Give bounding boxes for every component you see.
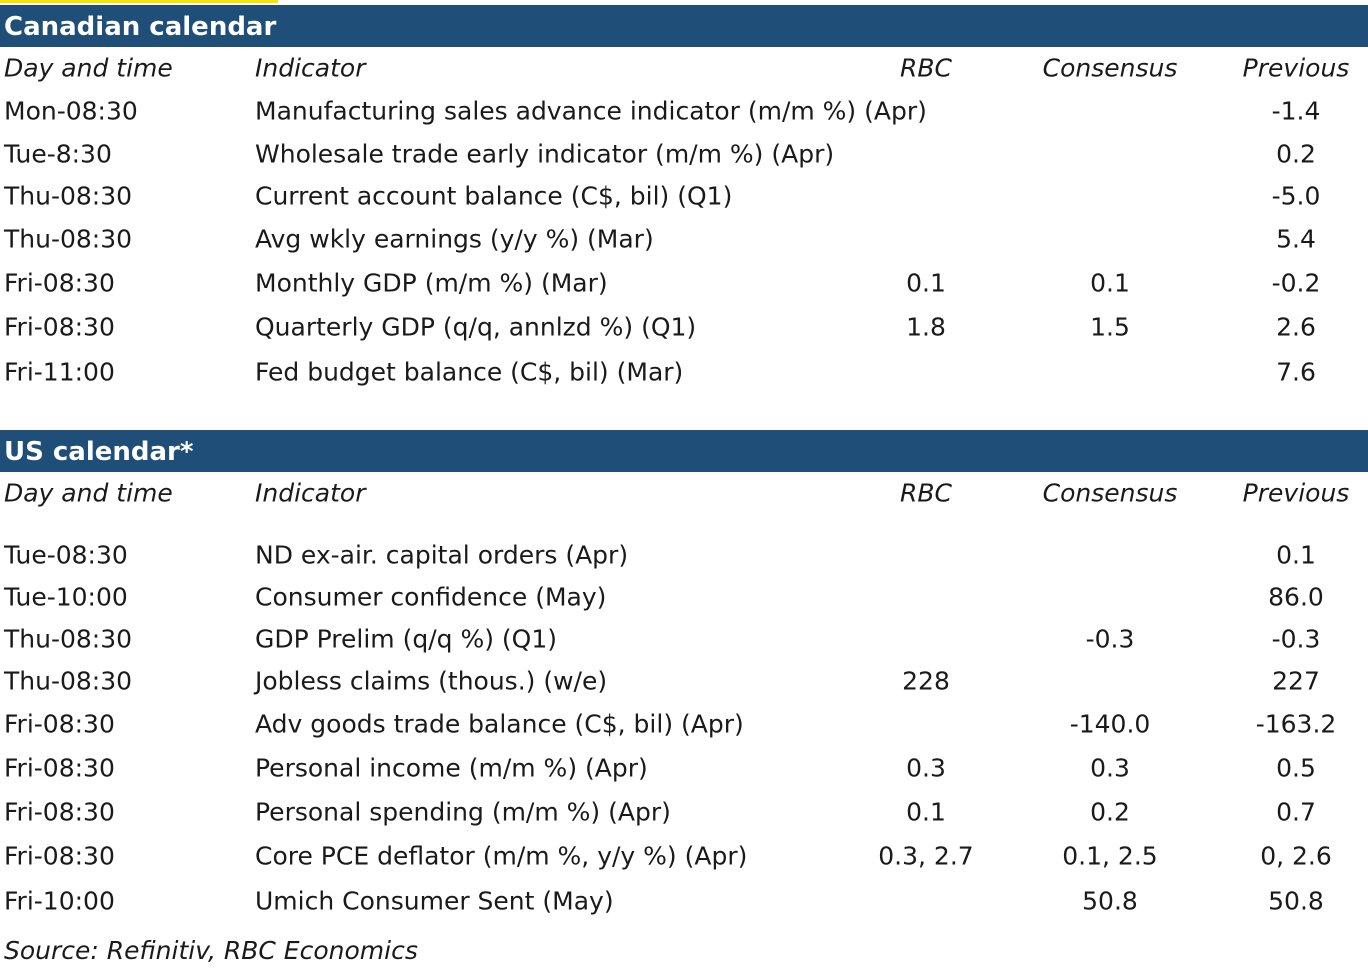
canadian-calendar-section: Canadian calendar Day and time Indicator…: [0, 3, 1368, 395]
day-cell: Fri-10:00: [4, 886, 115, 916]
day-cell: Tue-8:30: [4, 139, 112, 169]
rbc-cell: 1.8: [906, 312, 946, 342]
source-note: Source: Refinitiv, RBC Economics: [4, 936, 418, 965]
table-row: Tue-10:00 Consumer confidence (May) 86.0: [0, 576, 1368, 618]
previous-cell: 0.1: [1276, 540, 1316, 570]
previous-cell: -163.2: [1255, 709, 1337, 739]
header-indicator: Indicator: [255, 478, 366, 508]
day-cell: Fri-08:30: [4, 753, 115, 783]
table-row: Fri-11:00 Fed budget balance (C$, bil) (M…: [0, 349, 1368, 395]
previous-cell: 0.5: [1276, 753, 1316, 783]
canadian-rows: Mon-08:30 Manufacturing sales advance ind…: [0, 89, 1368, 395]
previous-cell: 5.4: [1276, 224, 1316, 254]
day-cell: Fri-08:30: [4, 268, 115, 298]
table-row: Tue-8:30 Wholesale trade early indicator …: [0, 133, 1368, 175]
indicator-cell: Core PCE deflator (m/m %, y/y %) (Apr): [255, 841, 748, 871]
consensus-cell: 0.2: [1090, 797, 1130, 827]
table-row: Fri-08:30 Core PCE deflator (m/m %, y/y %…: [0, 834, 1368, 878]
header-consensus: Consensus: [1042, 53, 1178, 83]
table-row: Fri-08:30 Adv goods trade balance (C$, bi…: [0, 702, 1368, 746]
previous-cell: 50.8: [1268, 886, 1324, 916]
accent-strip: [0, 0, 278, 3]
header-consensus: Consensus: [1042, 478, 1178, 508]
indicator-cell: Jobless claims (thous.) (w/e): [255, 666, 608, 696]
day-cell: Thu-08:30: [4, 181, 133, 211]
day-cell: Mon-08:30: [4, 96, 138, 126]
previous-cell: 0, 2.6: [1260, 841, 1332, 871]
table-row: Fri-08:30 Quarterly GDP (q/q, annlzd %) (…: [0, 305, 1368, 349]
indicator-cell: Quarterly GDP (q/q, annlzd %) (Q1): [255, 312, 697, 342]
canadian-header-row: Day and time Indicator RBC Consensus Pre…: [0, 47, 1368, 89]
consensus-cell: 0.1: [1090, 268, 1130, 298]
table-row: Thu-08:30 Avg wkly earnings (y/y %) (Mar)…: [0, 217, 1368, 261]
table-row: Tue-08:30 ND ex-air. capital orders (Apr)…: [0, 534, 1368, 576]
day-cell: Fri-08:30: [4, 709, 115, 739]
rbc-cell: 0.1: [906, 797, 946, 827]
day-cell: Fri-11:00: [4, 357, 115, 387]
consensus-cell: -0.3: [1085, 624, 1135, 654]
table-row: Thu-08:30 Jobless claims (thous.) (w/e) 22…: [0, 660, 1368, 702]
day-cell: Fri-08:30: [4, 312, 115, 342]
day-cell: Thu-08:30: [4, 224, 133, 254]
us-calendar-section: US calendar* Day and time Indicator RBC …: [0, 428, 1368, 924]
us-header-row: Day and time Indicator RBC Consensus Pre…: [0, 472, 1368, 514]
previous-cell: 227: [1272, 666, 1320, 696]
indicator-cell: Umich Consumer Sent (May): [255, 886, 614, 916]
table-row: Fri-10:00 Umich Consumer Sent (May) 50.8 50…: [0, 878, 1368, 924]
previous-cell: -0.2: [1271, 268, 1321, 298]
consensus-cell: -140.0: [1069, 709, 1151, 739]
us-rows: Tue-08:30 ND ex-air. capital orders (Apr)…: [0, 534, 1368, 924]
previous-cell: 0.7: [1276, 797, 1316, 827]
indicator-cell: Adv goods trade balance (C$, bil) (Apr): [255, 709, 744, 739]
day-cell: Fri-08:30: [4, 841, 115, 871]
rbc-cell: 0.3: [906, 753, 946, 783]
rbc-cell: 228: [902, 666, 950, 696]
header-previous: Previous: [1242, 53, 1350, 83]
indicator-cell: Consumer confidence (May): [255, 582, 607, 612]
indicator-cell: Wholesale trade early indicator (m/m %) …: [255, 139, 835, 169]
previous-cell: -5.0: [1271, 181, 1321, 211]
indicator-cell: Fed budget balance (C$, bil) (Mar): [255, 357, 684, 387]
table-row: Fri-08:30 Personal income (m/m %) (Apr) 0.…: [0, 746, 1368, 790]
consensus-cell: 0.3: [1090, 753, 1130, 783]
indicator-cell: Personal income (m/m %) (Apr): [255, 753, 648, 783]
indicator-cell: ND ex-air. capital orders (Apr): [255, 540, 629, 570]
table-row: Thu-08:30 GDP Prelim (q/q %) (Q1) -0.3 -0.3: [0, 618, 1368, 660]
header-indicator: Indicator: [255, 53, 366, 83]
previous-cell: 86.0: [1268, 582, 1324, 612]
rbc-cell: 0.1: [906, 268, 946, 298]
table-row: Fri-08:30 Personal spending (m/m %) (Apr)…: [0, 790, 1368, 834]
indicator-cell: GDP Prelim (q/q %) (Q1): [255, 624, 557, 654]
previous-cell: 2.6: [1276, 312, 1316, 342]
indicator-cell: Avg wkly earnings (y/y %) (Mar): [255, 224, 654, 254]
previous-cell: -0.3: [1271, 624, 1321, 654]
day-cell: Thu-08:30: [4, 666, 133, 696]
day-cell: Thu-08:30: [4, 624, 133, 654]
canadian-calendar-title: Canadian calendar: [0, 3, 1368, 47]
table-row: Fri-08:30 Monthly GDP (m/m %) (Mar) 0.1 0.1…: [0, 261, 1368, 305]
indicator-cell: Manufacturing sales advance indicator (m…: [255, 96, 927, 126]
previous-cell: 0.2: [1276, 139, 1316, 169]
table-row: Mon-08:30 Manufacturing sales advance ind…: [0, 89, 1368, 133]
consensus-cell: 50.8: [1082, 886, 1138, 916]
indicator-cell: Monthly GDP (m/m %) (Mar): [255, 268, 608, 298]
us-calendar-title: US calendar*: [0, 428, 1368, 472]
previous-cell: -1.4: [1271, 96, 1321, 126]
header-day: Day and time: [4, 478, 173, 508]
consensus-cell: 1.5: [1090, 312, 1130, 342]
consensus-cell: 0.1, 2.5: [1062, 841, 1158, 871]
table-row: Thu-08:30 Current account balance (C$, bi…: [0, 175, 1368, 217]
us-spacer: [0, 514, 1368, 534]
header-rbc: RBC: [900, 478, 952, 508]
day-cell: Tue-08:30: [4, 540, 128, 570]
day-cell: Tue-10:00: [4, 582, 128, 612]
header-rbc: RBC: [900, 53, 952, 83]
rbc-cell: 0.3, 2.7: [878, 841, 974, 871]
previous-cell: 7.6: [1276, 357, 1316, 387]
header-previous: Previous: [1242, 478, 1350, 508]
day-cell: Fri-08:30: [4, 797, 115, 827]
header-day: Day and time: [4, 53, 173, 83]
indicator-cell: Personal spending (m/m %) (Apr): [255, 797, 671, 827]
indicator-cell: Current account balance (C$, bil) (Q1): [255, 181, 733, 211]
